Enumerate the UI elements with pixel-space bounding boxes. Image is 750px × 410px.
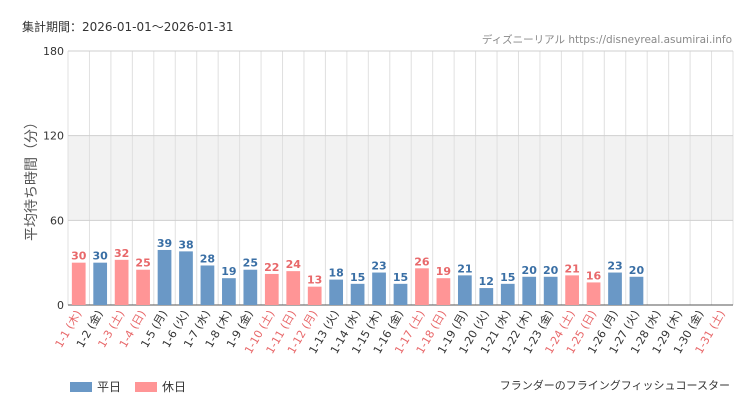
bar-value-label: 30 — [93, 250, 109, 263]
bar-value-label: 23 — [607, 260, 622, 273]
y-tick-label: 120 — [43, 130, 64, 143]
bar — [608, 272, 622, 305]
bar — [372, 272, 386, 305]
bar — [114, 259, 129, 305]
bar — [222, 278, 236, 305]
bar-value-label: 21 — [457, 262, 472, 275]
source-label: ディズニーリアル https://disneyreal.asumirai.inf… — [481, 34, 732, 46]
y-tick-label: 0 — [57, 299, 64, 312]
bar-value-label: 28 — [200, 252, 215, 265]
bar-value-label: 15 — [393, 271, 408, 284]
legend-label-holiday: 休日 — [162, 380, 187, 394]
legend-item-weekday: 平日 — [70, 378, 121, 395]
bar — [136, 269, 150, 305]
bar-value-label: 19 — [436, 265, 451, 278]
bar-value-label: 20 — [629, 264, 645, 277]
attraction-name: フランダーのフライングフィッシュコースター — [499, 379, 730, 392]
bar — [586, 282, 601, 305]
y-axis-label: 平均待ち時間（分） — [24, 115, 40, 241]
period-label: 集計期間：2026-01-01〜2026-01-31 — [22, 20, 234, 34]
bar — [157, 249, 172, 305]
bar — [243, 269, 258, 305]
bar-value-label: 32 — [114, 247, 129, 260]
bar-value-label: 21 — [564, 262, 579, 275]
bar — [543, 276, 558, 305]
bar — [200, 265, 215, 305]
bar — [393, 283, 408, 305]
bar-value-label: 22 — [264, 261, 279, 274]
bar — [264, 273, 279, 305]
bar — [479, 288, 494, 305]
bar — [500, 283, 515, 305]
bar-value-label: 20 — [543, 264, 559, 277]
bar — [307, 286, 322, 305]
bar — [565, 275, 579, 305]
bar-value-label: 26 — [414, 255, 430, 268]
bar-value-label: 39 — [157, 237, 172, 250]
bar — [629, 276, 644, 305]
bar-value-label: 12 — [479, 275, 494, 288]
bar-value-label: 15 — [500, 271, 515, 284]
bar-value-label: 24 — [286, 258, 302, 271]
bar-value-label: 25 — [135, 257, 150, 270]
plot-band — [68, 135, 733, 221]
legend: 平日 休日 — [70, 378, 200, 395]
bar-value-label: 25 — [243, 257, 258, 270]
bar — [179, 251, 193, 305]
bar — [415, 268, 429, 305]
bar-value-label: 30 — [71, 250, 87, 263]
bar — [93, 262, 108, 305]
bar-value-label: 18 — [328, 267, 343, 280]
bar — [286, 271, 301, 305]
bar-value-label: 20 — [522, 264, 538, 277]
bar-value-label: 38 — [178, 238, 193, 251]
bar-value-label: 23 — [371, 260, 386, 273]
bar — [71, 262, 86, 305]
legend-label-weekday: 平日 — [97, 380, 122, 394]
bar — [522, 276, 537, 305]
bar — [350, 283, 365, 305]
legend-swatch-weekday — [70, 381, 92, 392]
bar-value-label: 15 — [350, 271, 365, 284]
bar-value-label: 16 — [586, 269, 602, 282]
y-tick-label: 180 — [43, 45, 64, 58]
bar — [329, 279, 344, 305]
legend-swatch-holiday — [135, 381, 158, 392]
bar-value-label: 13 — [307, 274, 322, 287]
y-tick-label: 60 — [50, 214, 64, 227]
bar — [436, 278, 451, 305]
bar — [457, 275, 472, 305]
bar-value-label: 19 — [221, 265, 236, 278]
legend-item-holiday: 休日 — [135, 378, 186, 395]
